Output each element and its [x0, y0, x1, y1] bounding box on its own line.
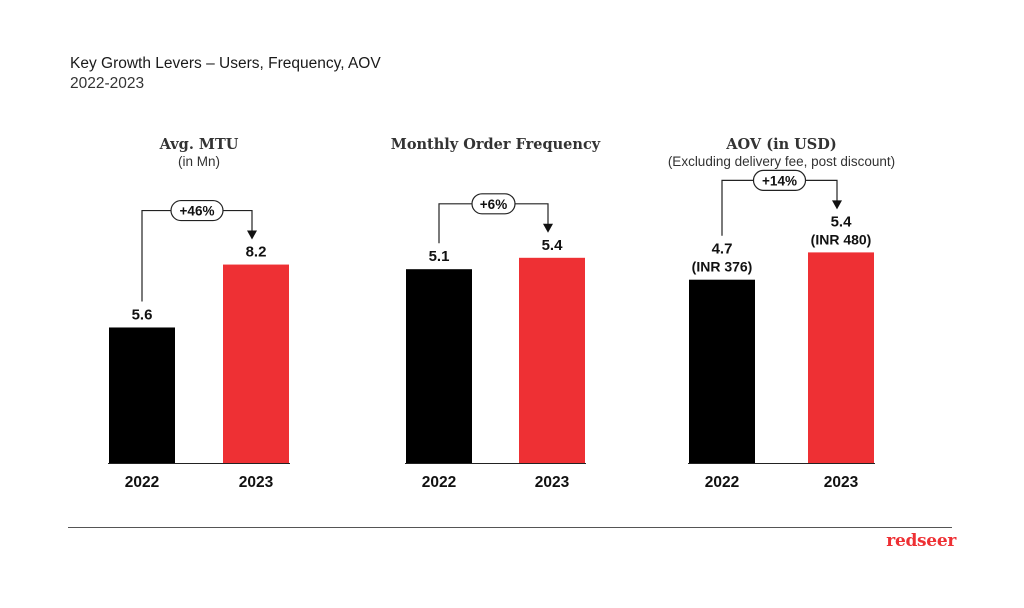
data-label: 5.1 [429, 248, 450, 265]
growth-pill [752, 169, 807, 191]
category-label: 2023 [535, 474, 570, 491]
category-label: 2023 [824, 474, 859, 491]
data-label: 8.2 [246, 244, 267, 261]
page-title: Key Growth Levers – Users, Frequency, AO… [70, 55, 381, 72]
data-sublabel: (INR 480) [811, 231, 872, 247]
chart-subtitle: (in Mn) [178, 154, 220, 169]
category-label: 2022 [705, 474, 739, 491]
growth-arrowhead [543, 223, 553, 233]
footer-divider [68, 527, 952, 528]
chart-title: Monthly Order Frequency [391, 136, 601, 153]
data-label: 5.4 [831, 213, 853, 230]
bar-2022 [406, 269, 472, 463]
growth-label: +6% [480, 197, 507, 212]
chart-subtitle: (Excluding delivery fee, post discount) [668, 154, 895, 169]
growth-arrowhead [247, 230, 257, 240]
page-subtitle: 2022-2023 [70, 75, 145, 92]
growth-arrowhead [832, 200, 842, 210]
chart-title: Avg. MTU [159, 136, 239, 153]
growth-pill [471, 193, 516, 215]
data-label: 4.7 [712, 241, 733, 258]
data-label: 5.4 [542, 237, 564, 254]
data-label: 5.6 [132, 306, 153, 323]
bar-2023 [808, 252, 874, 463]
category-label: 2022 [422, 474, 456, 491]
growth-pill [170, 199, 224, 222]
chart-title: AOV (in USD) [725, 136, 836, 153]
category-label: 2022 [125, 474, 159, 491]
bar-2022 [109, 327, 175, 463]
data-sublabel: (INR 376) [692, 259, 753, 275]
bar-2023 [223, 264, 289, 463]
growth-label: +46% [180, 204, 215, 219]
bar-2023 [519, 257, 585, 463]
bar-2022 [689, 279, 755, 463]
category-label: 2023 [239, 474, 274, 491]
growth-label: +14% [762, 173, 797, 188]
redseer-logo: redseer [886, 531, 956, 551]
